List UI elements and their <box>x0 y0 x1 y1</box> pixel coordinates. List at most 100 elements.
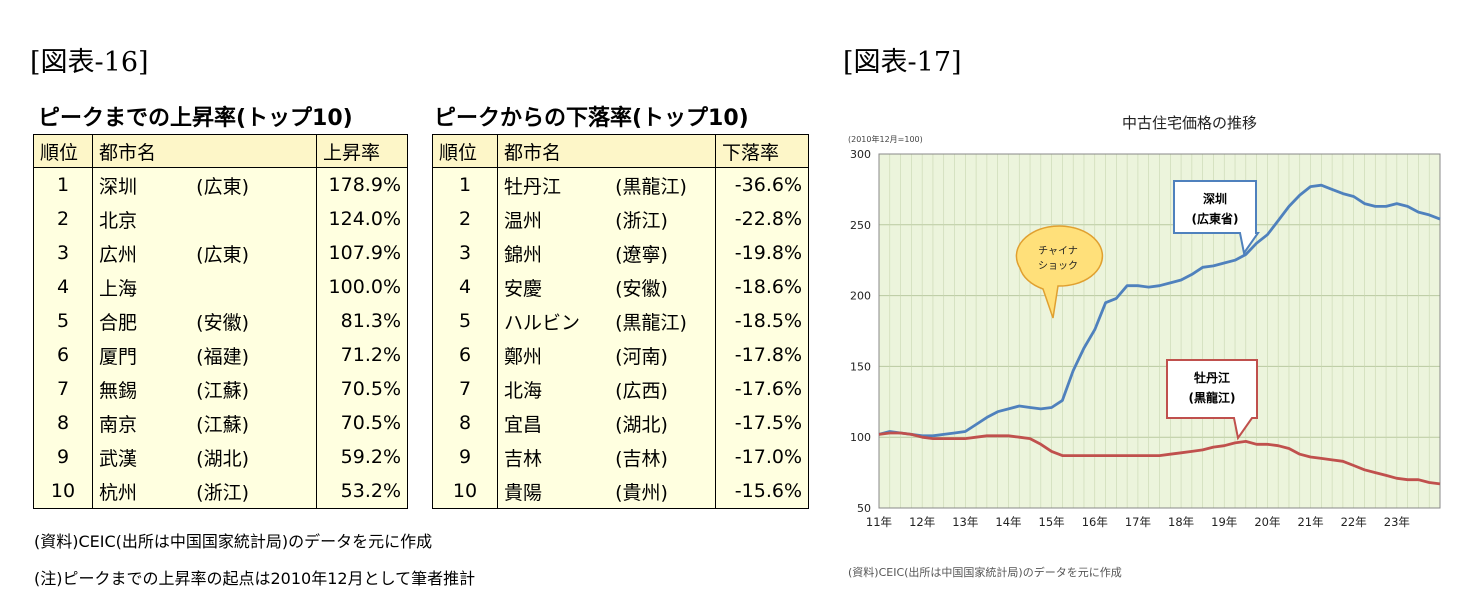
x-tick-label: 18年 <box>1168 515 1194 529</box>
price-chart: 50 100 150 200 250 300 11年 12年 13年 14年 15年 16年 17年 18… <box>848 114 1441 579</box>
value-cell: 81.3% <box>316 304 408 338</box>
table-row: 3 錦州 (遼寧) -19.8% <box>432 236 809 270</box>
y-tick-label: 300 <box>850 148 871 161</box>
province-cell: (浙江) <box>609 202 717 236</box>
x-tick-label: 16年 <box>1082 515 1108 529</box>
x-tick-label: 20年 <box>1254 515 1280 529</box>
mudanjiang-callout-text: 牡丹江 <box>1194 370 1230 385</box>
value-cell: 178.9% <box>316 167 408 202</box>
province-cell: (遼寧) <box>609 236 717 270</box>
x-tick-label: 22年 <box>1341 515 1367 529</box>
rank-cell: 6 <box>432 338 498 372</box>
province-cell: (江蘇) <box>190 372 318 406</box>
series-line-0 <box>878 183 1441 438</box>
china-shock-text: チャイナ <box>1038 245 1078 257</box>
y-tick-label: 100 <box>850 431 871 444</box>
table-row: 4 上海 100.0% <box>33 270 408 304</box>
province-cell: (貴州) <box>609 474 717 509</box>
rank-cell: 5 <box>33 304 93 338</box>
city-cell: 厦門 <box>92 338 191 372</box>
province-cell <box>190 270 318 304</box>
city-cell: 安慶 <box>497 270 610 304</box>
city-cell: ハルビン <box>497 304 610 338</box>
mudanjiang-callout-box <box>1166 359 1258 441</box>
rank-cell: 9 <box>432 440 498 474</box>
shenzhen-callout: 深圳 (広東省) <box>1173 180 1260 256</box>
table-row: 9 武漢 (湖北) 59.2% <box>33 440 408 474</box>
city-cell: 無錫 <box>92 372 191 406</box>
mudanjiang-callout: 牡丹江 (黒龍江) <box>1166 359 1258 441</box>
city-cell: 吉林 <box>497 440 610 474</box>
province-cell: (福建) <box>190 338 318 372</box>
header-city: 都市名 <box>92 134 317 168</box>
table-row: 6 厦門 (福建) 71.2% <box>33 338 408 372</box>
x-tick-label: 23年 <box>1384 515 1410 529</box>
table-row: 4 安慶 (安徽) -18.6% <box>432 270 809 304</box>
province-cell: (浙江) <box>190 474 318 509</box>
x-tick-label: 17年 <box>1125 515 1151 529</box>
province-cell: (黒龍江) <box>609 167 717 202</box>
series-line-1 <box>878 431 1441 486</box>
rank-cell: 5 <box>432 304 498 338</box>
table-row: 1 深圳 (広東) 178.9% <box>33 167 408 202</box>
table-row: 3 広州 (広東) 107.9% <box>33 236 408 270</box>
x-tick-label: 12年 <box>909 515 935 529</box>
rank-cell: 4 <box>33 270 93 304</box>
city-cell: 宜昌 <box>497 406 610 440</box>
city-cell: 貴陽 <box>497 474 610 509</box>
source-note: (資料)CEIC(出所は中国国家統計局)のデータを元に作成 <box>34 532 433 551</box>
table-header-row: 順位 都市名 上昇率 <box>33 134 408 168</box>
rank-cell: 2 <box>33 202 93 236</box>
table-row: 10 貴陽 (貴州) -15.6% <box>432 474 809 509</box>
figure-17-label: [図表-17] <box>843 47 962 78</box>
province-cell: (湖北) <box>609 406 717 440</box>
table-row: 5 ハルビン (黒龍江) -18.5% <box>432 304 809 338</box>
china-shock-text: ショック <box>1038 260 1078 272</box>
plot-border <box>878 153 1441 509</box>
rank-cell: 10 <box>432 474 498 509</box>
value-cell: 70.5% <box>316 406 408 440</box>
header-rank: 順位 <box>432 134 498 168</box>
table-row: 6 鄭州 (河南) -17.8% <box>432 338 809 372</box>
province-cell <box>190 202 318 236</box>
value-cell: -15.6% <box>715 474 809 509</box>
province-cell: (江蘇) <box>190 406 318 440</box>
header-rank: 順位 <box>33 134 93 168</box>
value-cell: 70.5% <box>316 372 408 406</box>
table-row: 5 合肥 (安徽) 81.3% <box>33 304 408 338</box>
city-cell: 南京 <box>92 406 191 440</box>
figure-16-label: [図表-16] <box>30 47 149 78</box>
province-cell: (黒龍江) <box>609 304 717 338</box>
value-cell: 124.0% <box>316 202 408 236</box>
city-cell: 合肥 <box>92 304 191 338</box>
rank-cell: 1 <box>432 167 498 202</box>
x-tick-label: 21年 <box>1297 515 1323 529</box>
rank-cell: 6 <box>33 338 93 372</box>
value-cell: -17.5% <box>715 406 809 440</box>
city-cell: 上海 <box>92 270 191 304</box>
value-cell: -18.6% <box>715 270 809 304</box>
city-cell: 深圳 <box>92 167 191 202</box>
y-tick-label: 200 <box>850 290 871 303</box>
table-row: 2 温州 (浙江) -22.8% <box>432 202 809 236</box>
value-cell: -17.8% <box>715 338 809 372</box>
header-value: 下落率 <box>715 134 809 168</box>
shenzhen-callout-text: (広東省) <box>1192 211 1239 226</box>
y-tick-label: 250 <box>850 219 871 232</box>
footnote: (注)ピークまでの上昇率の起点は2010年12月として筆者推計 <box>34 569 476 588</box>
city-cell: 広州 <box>92 236 191 270</box>
shenzhen-callout-text: 深圳 <box>1203 191 1227 206</box>
rank-cell: 1 <box>33 167 93 202</box>
x-tick-label: 11年 <box>866 515 892 529</box>
table-row: 7 無錫 (江蘇) 70.5% <box>33 372 408 406</box>
rank-cell: 10 <box>33 474 93 509</box>
rise-rate-table: 順位 都市名 上昇率 1 深圳 (広東) 178.9% 2 北京 124.0% 3 広州 (広東)… <box>33 134 408 509</box>
table-row: 7 北海 (広西) -17.6% <box>432 372 809 406</box>
y-axis-unit: (2010年12月=100) <box>848 134 923 144</box>
table-row: 8 宜昌 (湖北) -17.5% <box>432 406 809 440</box>
province-cell: (広東) <box>190 167 318 202</box>
city-cell: 牡丹江 <box>497 167 610 202</box>
value-cell: 71.2% <box>316 338 408 372</box>
x-tick-label: 14年 <box>995 515 1021 529</box>
rank-cell: 7 <box>432 372 498 406</box>
